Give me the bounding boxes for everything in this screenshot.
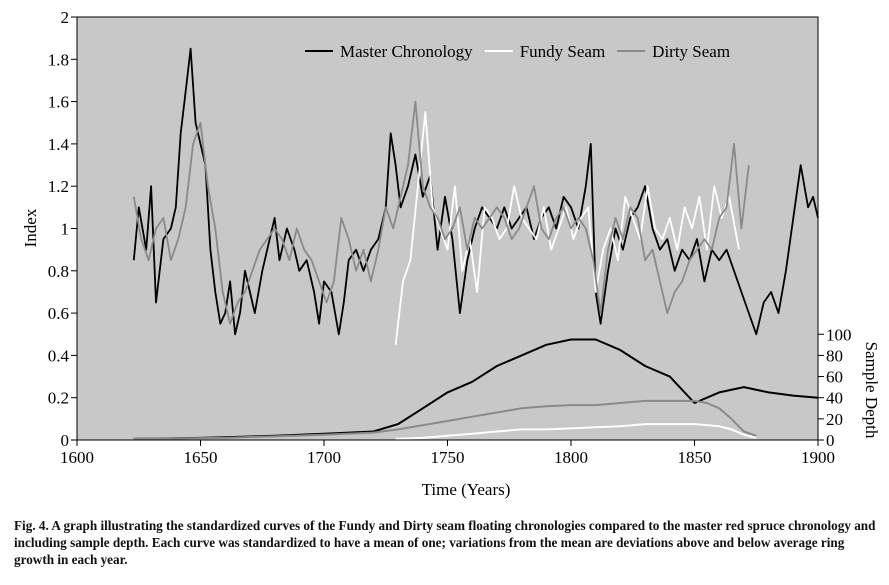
y-tick-label: 0.2 <box>48 389 69 408</box>
sample-depth-line <box>133 399 757 440</box>
y2-tick-label: 80 <box>826 346 843 365</box>
legend-label: Fundy Seam <box>520 42 605 61</box>
x-tick-label: 1750 <box>431 448 465 467</box>
y-tick-label: 0.6 <box>48 304 69 323</box>
y-tick-label: 0.8 <box>48 262 69 281</box>
y-tick-label: 2 <box>61 8 70 27</box>
x-tick-label: 1800 <box>554 448 588 467</box>
y-tick-label: 0 <box>61 431 70 450</box>
index-line <box>394 111 740 345</box>
y2-axis-label: Sample Depth <box>862 342 881 439</box>
legend-label: Dirty Seam <box>652 42 730 61</box>
y2-tick-label: 0 <box>826 431 835 450</box>
x-tick-label: 1850 <box>678 448 712 467</box>
y2-tick-label: 100 <box>826 325 852 344</box>
y2-tick-label: 60 <box>826 368 843 387</box>
y2-tick-label: 20 <box>826 410 843 429</box>
y-tick-label: 1.6 <box>48 93 69 112</box>
chart: Time (Years) Index Sample Depth 1600 1650… <box>21 8 881 499</box>
y-tick-label: 0.4 <box>48 346 70 365</box>
y-tick-label: 1 <box>61 220 70 239</box>
sample-depth-line <box>133 338 819 440</box>
y2-tick-label: 40 <box>826 389 843 408</box>
plot-background <box>77 17 818 440</box>
x-tick-label: 1600 <box>60 448 94 467</box>
x-tick-label: 1650 <box>184 448 218 467</box>
caption: Fig. 4. A graph illustrating the standar… <box>14 518 876 567</box>
index-line <box>132 100 750 325</box>
x-tick-label: 1900 <box>801 448 835 467</box>
y-axis-label: Index <box>21 208 40 247</box>
sample-depth-line <box>395 423 757 440</box>
y-tick-label: 1.8 <box>48 50 69 69</box>
legend-label: Master Chronology <box>340 42 473 61</box>
x-axis-label: Time (Years) <box>422 480 511 499</box>
y-tick-label: 1.2 <box>48 177 69 196</box>
index-line <box>132 47 819 336</box>
plot-frame <box>76 16 819 441</box>
x-tick-label: 1700 <box>307 448 341 467</box>
y-tick-label: 1.4 <box>48 135 70 154</box>
